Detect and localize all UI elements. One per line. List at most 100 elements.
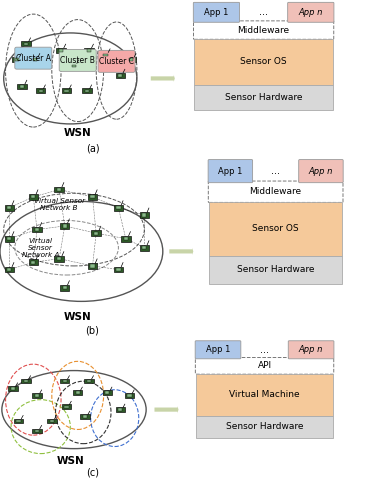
Bar [139,245,149,250]
Bar [54,256,64,261]
Text: Sensor Hardware: Sensor Hardware [237,265,314,274]
Bar [60,223,70,229]
FancyBboxPatch shape [195,341,241,359]
Bar [87,49,91,52]
Bar [73,390,83,395]
Bar [14,419,23,423]
Text: App 1: App 1 [206,345,230,354]
Text: Cluster A: Cluster A [16,54,51,63]
Bar [7,268,11,271]
Bar [21,41,31,46]
Bar [209,255,342,284]
Bar [90,195,95,199]
Text: Virtual Sensor
Network B: Virtual Sensor Network B [34,198,85,211]
Bar [21,379,31,383]
Bar [4,266,14,272]
Text: Cluster C: Cluster C [99,57,134,66]
Text: Sensor OS: Sensor OS [240,57,287,66]
FancyBboxPatch shape [288,341,334,359]
Text: App n: App n [299,345,323,354]
Text: Virtual
Sensor
Network A: Virtual Sensor Network A [22,238,60,258]
Bar [85,90,89,92]
Bar [7,237,11,240]
Bar [114,266,123,272]
Bar [32,227,42,233]
FancyBboxPatch shape [299,159,343,183]
Text: Cluster B: Cluster B [60,56,95,65]
Text: WSN: WSN [64,128,92,138]
Bar [12,57,21,62]
Bar [35,228,39,231]
Text: Sensor Hardware: Sensor Hardware [226,422,303,431]
Text: ...: ... [271,166,280,176]
Bar [28,259,38,265]
Text: WSN: WSN [56,456,84,466]
Bar [8,386,18,390]
Bar [139,212,149,218]
Bar [91,230,101,236]
Bar [36,89,46,94]
Bar [38,90,43,92]
Bar [127,57,136,62]
Bar [11,387,15,389]
Bar [88,194,97,200]
Text: ...: ... [260,345,269,355]
Bar [94,232,98,235]
Bar [87,380,91,382]
Bar [116,268,121,271]
FancyBboxPatch shape [194,21,334,39]
FancyBboxPatch shape [59,49,96,71]
Bar [30,57,40,62]
Text: App n: App n [299,8,323,17]
Bar [196,416,333,438]
FancyBboxPatch shape [98,50,135,72]
Text: (b): (b) [85,325,100,335]
Bar [60,285,70,291]
Bar [102,390,112,395]
FancyBboxPatch shape [194,2,240,22]
FancyBboxPatch shape [208,181,343,202]
Bar [31,260,36,264]
FancyBboxPatch shape [288,2,334,22]
Text: App n: App n [309,167,333,176]
Text: App 1: App 1 [204,8,229,17]
Bar [84,48,94,53]
Bar [28,194,38,200]
Bar [47,419,57,423]
Bar [75,391,80,394]
Text: (a): (a) [86,144,99,154]
Bar [118,74,122,77]
Bar [62,404,71,409]
Text: WSN: WSN [64,312,92,322]
Bar [4,236,14,242]
Bar [127,394,132,397]
Bar [142,246,147,249]
Bar [90,264,95,267]
Text: Sensor OS: Sensor OS [252,224,299,233]
Bar [63,224,67,228]
Bar [62,89,71,94]
Bar [50,420,54,422]
Bar [32,393,42,398]
FancyBboxPatch shape [208,159,253,183]
Bar [20,85,24,88]
Text: Virtual Machine: Virtual Machine [229,390,300,399]
Bar [17,84,27,89]
Bar [115,407,125,412]
Bar [60,379,70,383]
Text: Sensor Hardware: Sensor Hardware [225,93,302,102]
Bar [142,214,147,217]
Bar [209,202,342,255]
Bar [24,42,28,45]
Bar [72,65,76,67]
Text: App 1: App 1 [218,167,243,176]
Bar [114,205,123,211]
Bar [33,58,37,61]
Bar [7,206,11,209]
Bar [103,53,108,56]
Text: Middleware: Middleware [238,25,290,34]
FancyBboxPatch shape [195,358,334,374]
Bar [16,420,21,422]
Text: API: API [258,362,272,371]
Bar [31,195,36,199]
